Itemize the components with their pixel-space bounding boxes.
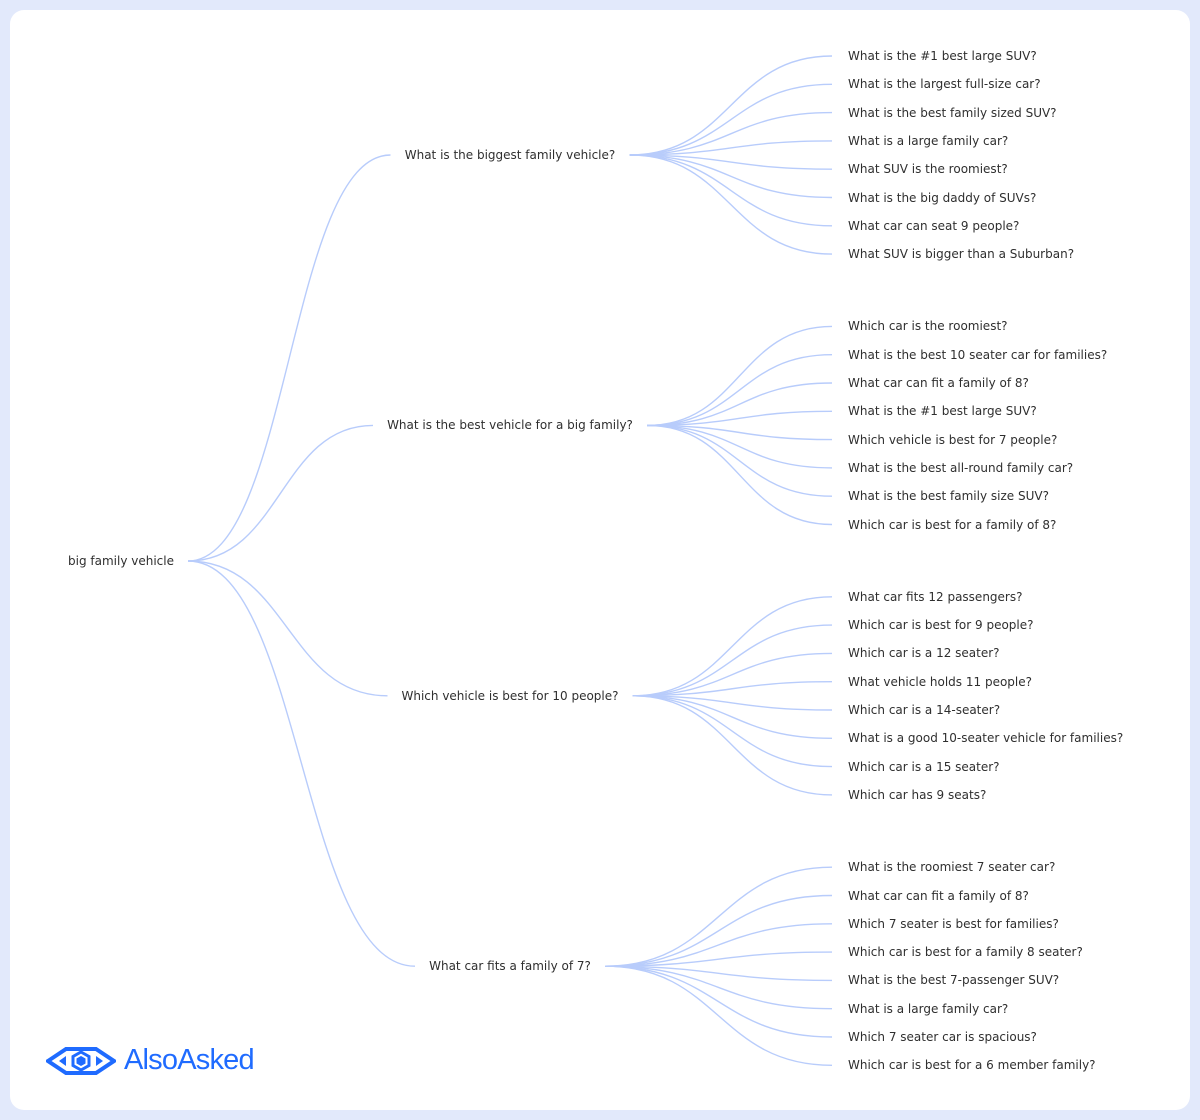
branch-to-question-line [632, 695, 833, 711]
question-node[interactable]: Which vehicle is best for 7 people? [848, 432, 1058, 447]
root-to-branch-line [187, 560, 416, 967]
branch-node[interactable]: What is the biggest family vehicle? [404, 148, 616, 162]
question-node[interactable]: What car can fit a family of 8? [848, 888, 1029, 903]
question-node[interactable]: What car fits 12 passengers? [848, 589, 1023, 604]
question-node[interactable]: What is the best family size SUV? [848, 489, 1049, 504]
question-node[interactable]: What is the best 7-passenger SUV? [848, 973, 1060, 988]
branch-to-question-line [632, 695, 833, 768]
question-node[interactable]: What is the big daddy of SUVs? [848, 190, 1037, 205]
branch-to-question-line [632, 681, 833, 697]
branch-to-question-line [632, 596, 833, 697]
logo-text: AlsoAsked [124, 1044, 255, 1076]
branch-to-question-line [646, 382, 833, 427]
branch-to-question-line [632, 652, 833, 697]
question-node[interactable]: Which car is a 12 seater? [848, 646, 1000, 661]
root-to-branch-line [187, 154, 391, 562]
branch-to-question-line [646, 354, 833, 427]
branch-to-question-line [646, 325, 833, 427]
eye-diamond-icon [46, 1046, 116, 1075]
question-node[interactable]: What SUV is the roomiest? [848, 162, 1008, 177]
question-node[interactable]: Which car is the roomiest? [848, 319, 1008, 334]
branch-to-question-line [604, 894, 833, 967]
branch-to-question-line [604, 951, 833, 967]
question-node[interactable]: Which car has 9 seats? [848, 787, 987, 802]
branch-to-question-line [629, 154, 833, 227]
branch-to-question-line [646, 424, 833, 526]
root-to-branch-line [187, 560, 388, 697]
question-node[interactable]: What is a good 10-seater vehicle for fam… [848, 731, 1124, 746]
branch-to-question-line [604, 965, 833, 1038]
question-node[interactable]: What is the largest full-size car? [848, 77, 1041, 92]
branch-to-question-line [604, 965, 833, 1066]
branch-to-question-line [646, 410, 833, 427]
question-node[interactable]: What is the best all-round family car? [848, 460, 1074, 475]
branch-to-question-line [632, 695, 833, 796]
branch-to-question-line [646, 424, 833, 469]
branch-node[interactable]: Which vehicle is best for 10 people? [401, 688, 619, 703]
question-node[interactable]: Which car is best for a family of 8? [848, 517, 1057, 532]
root-node[interactable]: big family vehicle [68, 554, 174, 568]
branch-to-question-line [629, 154, 833, 170]
branch-to-question-line [629, 55, 833, 156]
branch-to-question-line [604, 923, 833, 967]
mind-map-canvas [10, 10, 1190, 1110]
branch-to-question-line [629, 154, 833, 255]
question-node[interactable]: What SUV is bigger than a Suburban? [848, 247, 1075, 262]
question-node[interactable]: What is the #1 best large SUV? [848, 404, 1037, 419]
root-to-branch-line [187, 424, 374, 562]
question-node[interactable]: Which 7 seater is best for families? [848, 916, 1059, 931]
question-node[interactable]: Which 7 seater car is spacious? [848, 1030, 1037, 1044]
question-node[interactable]: What is the roomiest 7 seater car? [848, 860, 1056, 875]
branch-to-question-line [632, 624, 833, 697]
branch-to-question-line [604, 965, 833, 1010]
question-node[interactable]: What is a large family car? [848, 133, 1009, 148]
branch-node[interactable]: What car fits a family of 7? [429, 959, 591, 974]
question-node[interactable]: Which car is best for a family 8 seater? [848, 945, 1083, 960]
question-node[interactable]: Which car is best for 9 people? [848, 618, 1034, 633]
question-node[interactable]: What is the best 10 seater car for famil… [848, 347, 1108, 362]
branch-to-question-line [632, 695, 833, 739]
branch-to-question-line [604, 965, 833, 982]
question-node[interactable]: What is a large family car? [848, 1001, 1009, 1016]
branch-to-question-line [646, 424, 833, 441]
question-node[interactable]: Which car is a 14-seater? [848, 703, 1001, 717]
question-node[interactable]: What car can fit a family of 8? [848, 376, 1029, 390]
question-node[interactable]: Which car is a 15 seater? [848, 759, 1000, 774]
branch-to-question-line [629, 154, 833, 199]
question-node[interactable]: What is the best family sized SUV? [848, 105, 1057, 120]
question-node[interactable]: What vehicle holds 11 people? [848, 674, 1032, 689]
branch-to-question-line [629, 111, 833, 156]
branch-to-question-line [646, 424, 833, 497]
alsoasked-logo: AlsoAsked [46, 1044, 255, 1077]
branch-node[interactable]: What is the best vehicle for a big famil… [387, 418, 633, 433]
question-node[interactable]: Which car is best for a 6 member family? [848, 1058, 1096, 1073]
question-node[interactable]: What is the #1 best large SUV? [848, 49, 1037, 63]
branch-to-question-line [629, 140, 833, 156]
branch-to-question-line [629, 83, 833, 156]
question-node[interactable]: What car can seat 9 people? [848, 218, 1020, 233]
branch-to-question-line [604, 866, 833, 967]
